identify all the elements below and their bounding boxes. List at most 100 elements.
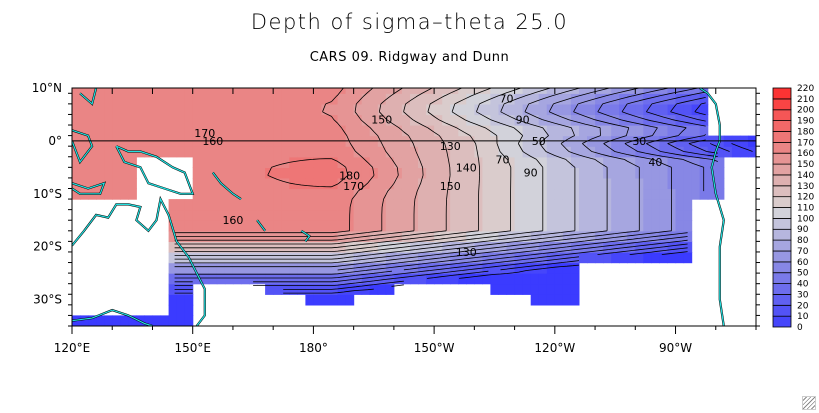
field-cell bbox=[603, 103, 612, 116]
field-cell bbox=[506, 230, 516, 242]
field-cell bbox=[353, 230, 363, 242]
colorbar-label: 10 bbox=[797, 312, 809, 322]
field-cell bbox=[715, 188, 725, 200]
colorbar-swatch bbox=[772, 207, 792, 219]
field-cell bbox=[184, 199, 194, 211]
contour-label: 70 bbox=[496, 153, 510, 166]
field-cell bbox=[603, 125, 612, 137]
field-cell bbox=[80, 93, 89, 105]
field-cell bbox=[329, 156, 339, 168]
field-cell bbox=[498, 146, 508, 158]
field-cell bbox=[651, 156, 660, 168]
contour-label: 30 bbox=[632, 135, 646, 148]
field-cell bbox=[168, 114, 178, 126]
field-cell bbox=[595, 93, 604, 105]
field-cell bbox=[160, 88, 170, 94]
field-cell bbox=[442, 188, 451, 200]
field-cell bbox=[96, 114, 105, 126]
field-cell bbox=[96, 146, 105, 158]
field-cell bbox=[241, 252, 250, 264]
field-cell bbox=[337, 209, 347, 221]
colorbar-swatch bbox=[772, 293, 792, 306]
field-cell bbox=[611, 93, 620, 105]
field-cell bbox=[562, 252, 572, 264]
field-cell bbox=[683, 230, 693, 242]
field-cell bbox=[619, 156, 628, 168]
field-cell bbox=[208, 114, 218, 126]
field-cell bbox=[176, 125, 186, 137]
field-cell bbox=[313, 199, 322, 211]
field-cell bbox=[683, 167, 693, 179]
field-cell bbox=[562, 177, 572, 190]
field-cell bbox=[88, 167, 97, 179]
field-cell bbox=[377, 199, 387, 211]
contour-label: 130 bbox=[440, 140, 461, 153]
field-cell bbox=[353, 156, 363, 168]
field-cell bbox=[144, 125, 153, 137]
contour-label: 90 bbox=[524, 167, 538, 180]
field-cell bbox=[72, 188, 81, 200]
colorbar-label: 0 bbox=[797, 323, 803, 333]
field-cell bbox=[522, 88, 532, 94]
field-cell bbox=[530, 252, 540, 264]
field-cell bbox=[289, 209, 298, 221]
field-cell bbox=[377, 114, 387, 126]
field-cell bbox=[611, 241, 620, 253]
field-cell bbox=[289, 93, 298, 105]
field-cell bbox=[361, 103, 371, 116]
field-cell bbox=[353, 209, 363, 221]
colorbar-label: 150 bbox=[797, 160, 814, 170]
field-cell bbox=[522, 125, 532, 137]
field-cell bbox=[401, 156, 411, 168]
resize-grip-icon[interactable] bbox=[802, 396, 816, 410]
field-cell bbox=[241, 156, 250, 168]
field-cell bbox=[257, 273, 266, 285]
field-cell bbox=[458, 199, 467, 211]
field-cell bbox=[281, 241, 290, 253]
colorbar-swatch bbox=[772, 272, 792, 285]
field-cell bbox=[257, 177, 266, 190]
field-cell bbox=[498, 220, 508, 232]
field-cell bbox=[160, 146, 170, 158]
field-cell bbox=[418, 220, 427, 232]
field-cell bbox=[321, 156, 331, 168]
field-cell bbox=[96, 156, 105, 168]
field-cell bbox=[450, 273, 459, 285]
field-cell bbox=[474, 146, 483, 158]
field-cell bbox=[530, 188, 540, 200]
field-cell bbox=[232, 88, 242, 94]
colorbar-label: 60 bbox=[797, 258, 809, 268]
field-cell bbox=[385, 156, 395, 168]
coastline bbox=[256, 219, 266, 232]
field-cell bbox=[490, 283, 499, 295]
field-cell bbox=[506, 88, 516, 94]
field-cell bbox=[152, 93, 162, 105]
field-cell bbox=[418, 125, 427, 137]
field-cell bbox=[297, 252, 306, 264]
field-cell bbox=[265, 220, 274, 232]
field-cell bbox=[530, 93, 540, 105]
field-cell bbox=[546, 283, 556, 295]
field-cell bbox=[377, 167, 387, 179]
field-cell bbox=[80, 146, 89, 158]
field-cell bbox=[410, 156, 419, 168]
field-cell bbox=[434, 273, 443, 285]
field-cell bbox=[659, 177, 668, 190]
field-cell bbox=[208, 220, 218, 232]
field-cell bbox=[313, 262, 322, 274]
field-cell bbox=[458, 252, 467, 264]
field-cell bbox=[442, 241, 451, 253]
field-cell bbox=[410, 103, 419, 116]
field-cell bbox=[434, 230, 443, 242]
field-cell bbox=[667, 252, 677, 264]
field-cell bbox=[128, 114, 137, 126]
field-cell bbox=[450, 103, 459, 116]
field-cell bbox=[619, 199, 628, 211]
field-cell bbox=[514, 273, 524, 285]
field-cell bbox=[651, 188, 660, 200]
colorbar-label: 100 bbox=[797, 214, 814, 224]
field-cell bbox=[208, 199, 218, 211]
field-cell bbox=[530, 199, 540, 211]
field-cell bbox=[683, 156, 693, 168]
